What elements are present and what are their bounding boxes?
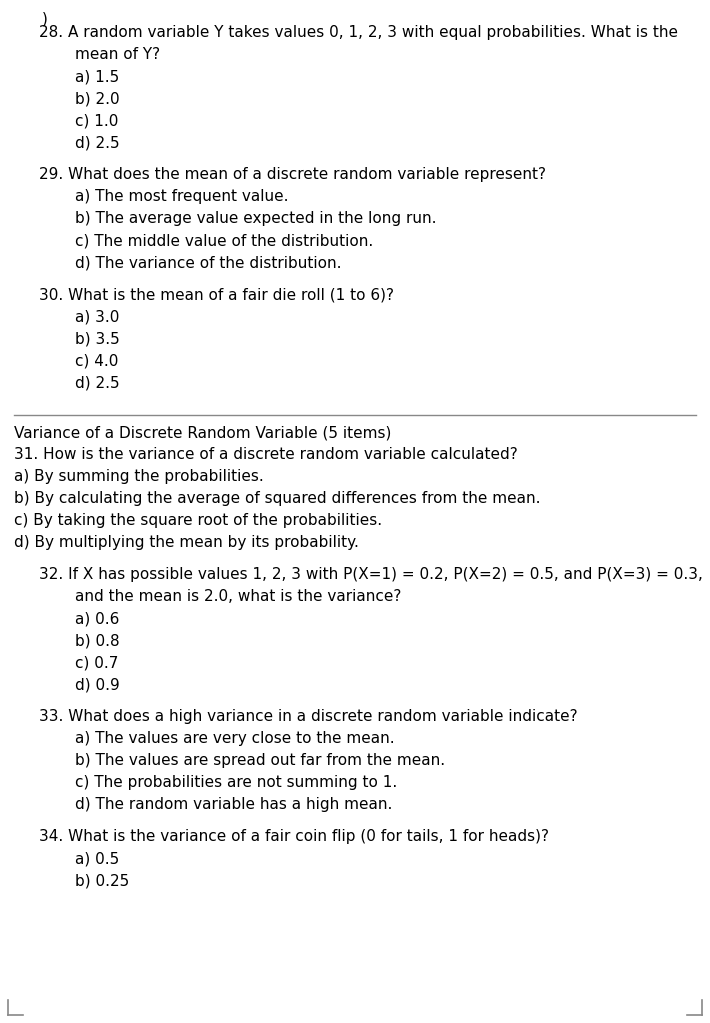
Text: 33. What does a high variance in a discrete random variable indicate?: 33. What does a high variance in a discr… — [39, 709, 578, 724]
Text: d) The random variable has a high mean.: d) The random variable has a high mean. — [75, 797, 393, 812]
Text: c) The probabilities are not summing to 1.: c) The probabilities are not summing to … — [75, 775, 398, 790]
Text: 32. If X has possible values 1, 2, 3 with P(X=1) = 0.2, P(X=2) = 0.5, and P(X=3): 32. If X has possible values 1, 2, 3 wit… — [39, 567, 703, 582]
Text: b) By calculating the average of squared differences from the mean.: b) By calculating the average of squared… — [14, 491, 540, 506]
Text: c) By taking the square root of the probabilities.: c) By taking the square root of the prob… — [14, 514, 382, 528]
Text: d) 2.5: d) 2.5 — [75, 135, 119, 150]
Text: b) 3.5: b) 3.5 — [75, 331, 120, 346]
Text: b) The values are spread out far from the mean.: b) The values are spread out far from th… — [75, 753, 445, 768]
Text: c) 0.7: c) 0.7 — [75, 655, 119, 670]
Text: 28. A random variable Y takes values 0, 1, 2, 3 with equal probabilities. What i: 28. A random variable Y takes values 0, … — [39, 26, 678, 40]
Text: ): ) — [42, 12, 48, 27]
Text: d) By multiplying the mean by its probability.: d) By multiplying the mean by its probab… — [14, 535, 359, 550]
Text: d) The variance of the distribution.: d) The variance of the distribution. — [75, 255, 342, 270]
Text: c) The middle value of the distribution.: c) The middle value of the distribution. — [75, 233, 373, 249]
Text: a) 0.5: a) 0.5 — [75, 851, 119, 866]
Text: d) 2.5: d) 2.5 — [75, 375, 119, 390]
Text: a) 0.6: a) 0.6 — [75, 611, 119, 626]
Text: and the mean is 2.0, what is the variance?: and the mean is 2.0, what is the varianc… — [75, 589, 401, 605]
Text: b) The average value expected in the long run.: b) The average value expected in the lon… — [75, 211, 437, 226]
Text: a) By summing the probabilities.: a) By summing the probabilities. — [14, 470, 263, 484]
Text: a) The most frequent value.: a) The most frequent value. — [75, 189, 288, 205]
Text: c) 1.0: c) 1.0 — [75, 114, 119, 128]
Text: b) 0.25: b) 0.25 — [75, 874, 129, 888]
Text: b) 0.8: b) 0.8 — [75, 633, 119, 649]
Text: a) The values are very close to the mean.: a) The values are very close to the mean… — [75, 731, 395, 746]
Text: mean of Y?: mean of Y? — [75, 47, 160, 62]
Text: d) 0.9: d) 0.9 — [75, 677, 120, 693]
Text: c) 4.0: c) 4.0 — [75, 353, 119, 368]
Text: 29. What does the mean of a discrete random variable represent?: 29. What does the mean of a discrete ran… — [39, 167, 546, 182]
Text: 30. What is the mean of a fair die roll (1 to 6)?: 30. What is the mean of a fair die roll … — [39, 287, 394, 302]
Text: 34. What is the variance of a fair coin flip (0 for tails, 1 for heads)?: 34. What is the variance of a fair coin … — [39, 830, 549, 844]
Text: 31. How is the variance of a discrete random variable calculated?: 31. How is the variance of a discrete ra… — [14, 447, 518, 462]
Text: Variance of a Discrete Random Variable (5 items): Variance of a Discrete Random Variable (… — [14, 426, 391, 440]
Text: a) 1.5: a) 1.5 — [75, 70, 119, 84]
Text: b) 2.0: b) 2.0 — [75, 91, 119, 106]
Text: a) 3.0: a) 3.0 — [75, 309, 119, 324]
